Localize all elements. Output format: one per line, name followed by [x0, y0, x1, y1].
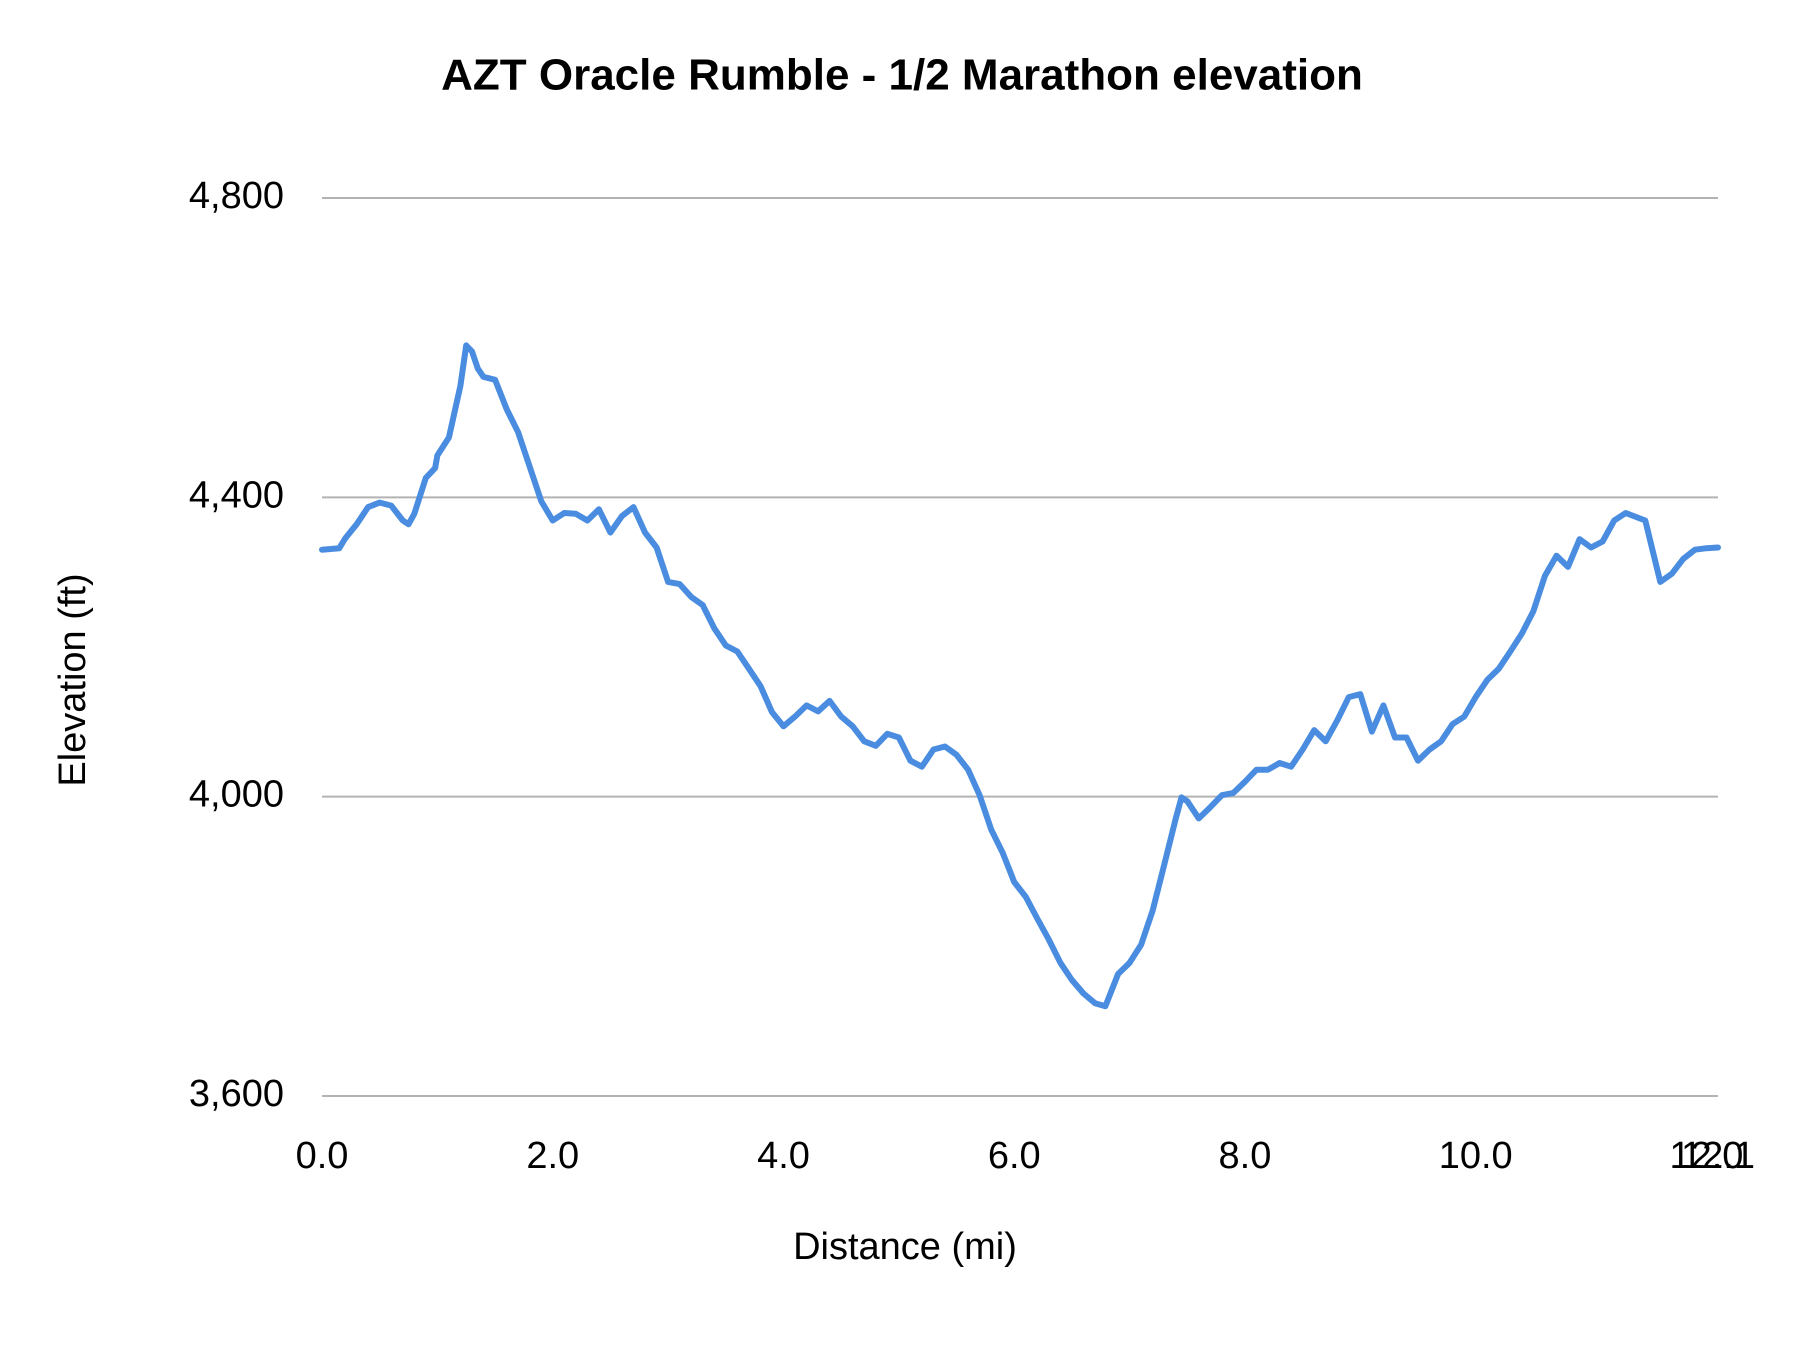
x-tick-label: 12.0 [1669, 1135, 1743, 1177]
x-tick-label: 0.0 [296, 1135, 349, 1177]
x-tick-label: 12.1 [1681, 1135, 1755, 1177]
y-tick-label: 4,400 [189, 474, 284, 516]
x-tick-label: 2.0 [526, 1135, 579, 1177]
y-axis-label: Elevation (ft) [52, 573, 94, 786]
chart-title: AZT Oracle Rumble - 1/2 Marathon elevati… [441, 51, 1363, 100]
x-tick-label: 8.0 [1219, 1135, 1272, 1177]
y-tick-label: 4,800 [189, 175, 284, 217]
x-tick-label: 10.0 [1439, 1135, 1513, 1177]
x-axis-label: Distance (mi) [793, 1226, 1017, 1268]
y-tick-label: 4,000 [189, 774, 284, 816]
x-tick-label: 6.0 [988, 1135, 1041, 1177]
y-tick-label: 3,600 [189, 1073, 284, 1115]
x-tick-label: 4.0 [757, 1135, 810, 1177]
elevation-line [319, 342, 1721, 1010]
